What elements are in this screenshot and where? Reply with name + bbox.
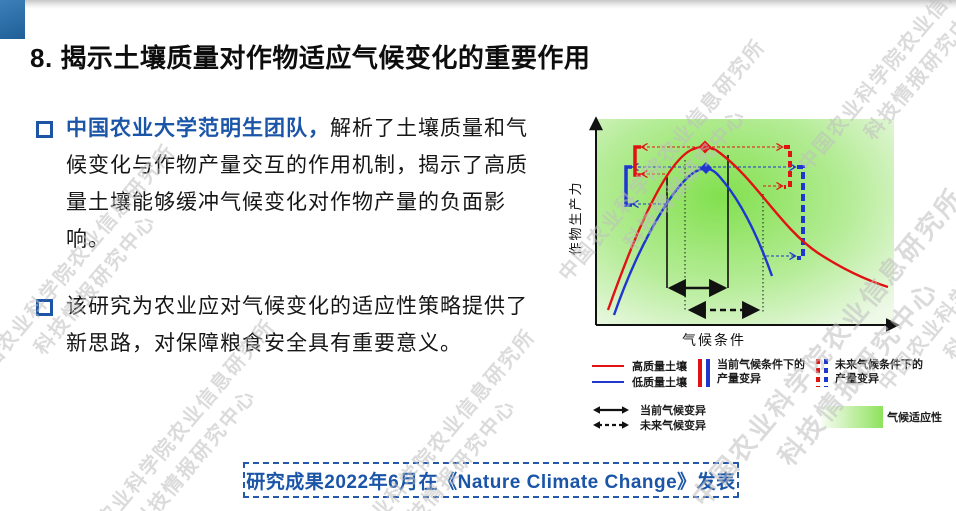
bullet-1-body: 解析了土壤质量和气候变化与作物产量交互的作用机制，揭示了高质量土壤能够缓冲气候变…	[66, 117, 528, 251]
y-axis-label: 作物生产力	[568, 180, 583, 255]
dashed-bars-swatch	[816, 359, 828, 387]
legend-item-future-climate: 未来气候变异	[592, 417, 706, 432]
high-quality-peak-diamond	[698, 140, 712, 154]
corner-accent-block	[0, 0, 25, 39]
legend-item-current-climate: 当前气候变异	[592, 402, 706, 417]
legend-row-1: 高质量土壤 低质量土壤 当前气候条件下的 产量变异	[592, 358, 948, 390]
future-yield-variation-bracket-blue	[797, 165, 805, 260]
soil-climate-plot: 作物生产力 气候条件	[568, 116, 900, 348]
dashed-double-arrow-icon	[593, 420, 629, 429]
high-quality-soil-curve	[606, 146, 889, 311]
plot-adaptability-background	[597, 119, 894, 324]
future-yield-variation-bracket-red	[784, 145, 792, 189]
legend-label-current-climate: 当前气候变异	[640, 404, 706, 417]
bullet-text-1: 中国农业大学范明生团队，解析了土壤质量和气候变化与作物产量交互的作用机制，揭示了…	[66, 110, 548, 258]
bullet-item-2: 该研究为农业应对气候变化的适应性策略提供了新思路，对保障粮食安全具有重要意义。	[36, 288, 548, 362]
current-yield-line1: 当前气候条件下的	[717, 359, 805, 371]
legend-label-current-yield: 当前气候条件下的 产量变异	[717, 358, 805, 387]
legend-label-future-yield: 未来气候条件下的 产量变异	[835, 358, 923, 387]
slide-title: 8. 揭示土壤质量对作物适应气候变化的重要作用	[30, 43, 591, 73]
bullet-item-1: 中国农业大学范明生团队，解析了土壤质量和气候变化与作物产量交互的作用机制，揭示了…	[36, 110, 548, 258]
publication-banner: 研究成果2022年6月在《Nature Climate Change》发表	[243, 462, 739, 498]
current-yield-variation-bracket-blue	[624, 165, 632, 207]
x-axis-label: 气候条件	[682, 332, 746, 348]
legend-label-adaptability: 气候适应性	[887, 412, 942, 424]
legend-label-future-climate: 未来气候变异	[640, 419, 706, 432]
green-gradient-swatch	[821, 406, 883, 428]
publication-banner-text: 研究成果2022年6月在《Nature Climate Change》发表	[246, 471, 736, 493]
bullet-square-icon	[36, 299, 53, 316]
solid-bars-swatch	[698, 359, 710, 387]
legend-climate-arrows: 当前气候变异 未来气候变异	[592, 402, 706, 432]
legend-row-2: 当前气候变异 未来气候变异 气候适应性	[592, 402, 948, 432]
chart-legend: 高质量土壤 低质量土壤 当前气候条件下的 产量变异	[566, 358, 948, 432]
bullet-2-body: 该研究为农业应对气候变化的适应性策略提供了新思路，对保障粮食安全具有重要意义。	[66, 295, 528, 355]
blue-dashed-bar-icon	[824, 359, 828, 387]
legend-item-high-soil: 高质量土壤	[592, 358, 687, 374]
bullet-square-icon	[36, 121, 53, 138]
legend-item-adaptability: 气候适应性	[821, 406, 942, 428]
legend-item-low-soil: 低质量土壤	[592, 374, 687, 390]
red-line-swatch	[592, 365, 624, 367]
current-yield-variation-bracket-red	[633, 145, 641, 177]
red-dashed-bar-icon	[816, 359, 820, 387]
blue-solid-bar-icon	[706, 359, 710, 387]
current-yield-line2: 产量变异	[717, 373, 761, 385]
legend-label-low-soil: 低质量土壤	[632, 377, 687, 389]
solid-double-arrow-icon	[593, 405, 629, 414]
bullet-1-lead: 中国农业大学范明生团队，	[66, 117, 330, 140]
top-gradient-strip	[0, 0, 956, 9]
figure-soil-climate-chart: 作物生产力 气候条件 高质量土壤 低质量土壤	[566, 106, 950, 432]
future-yield-line2: 产量变异	[835, 373, 879, 385]
bullet-text-2: 该研究为农业应对气候变化的适应性策略提供了新思路，对保障粮食安全具有重要意义。	[66, 288, 548, 362]
legend-label-high-soil: 高质量土壤	[632, 361, 687, 373]
red-solid-bar-icon	[698, 359, 702, 387]
future-yield-line1: 未来气候条件下的	[835, 359, 923, 371]
blue-line-swatch	[592, 381, 624, 383]
legend-soil-lines: 高质量土壤 低质量土壤	[592, 358, 687, 390]
low-quality-peak-diamond	[700, 162, 712, 174]
legend-item-future-yield: 未来气候条件下的 产量变异	[816, 358, 923, 387]
legend-item-current-yield: 当前气候条件下的 产量变异	[698, 358, 805, 387]
